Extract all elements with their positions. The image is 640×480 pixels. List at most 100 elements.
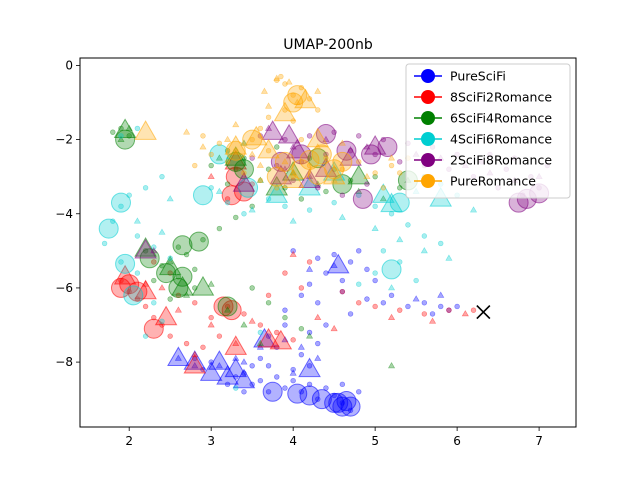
- data-point: [380, 300, 387, 306]
- data-point: [274, 374, 280, 380]
- legend-label: 6SciFi4Romance: [450, 111, 552, 126]
- legend-item: 2SciFi8Romance: [414, 153, 552, 168]
- data-point: [224, 196, 231, 202]
- data-point-large: [167, 346, 190, 367]
- data-point: [134, 270, 141, 276]
- data-point: [282, 307, 288, 313]
- data-point: [323, 155, 329, 161]
- data-point: [257, 355, 264, 362]
- data-point: [167, 296, 173, 302]
- data-point: [183, 340, 190, 347]
- data-point-large: [143, 318, 164, 339]
- data-point-large: [322, 164, 346, 185]
- data-point: [151, 277, 157, 284]
- data-point: [278, 73, 284, 80]
- data-point: [364, 181, 370, 187]
- x-axis: 2 3 4 5 6 7: [125, 427, 543, 448]
- data-point: [273, 74, 281, 81]
- legend-marker: [421, 174, 435, 188]
- data-point: [249, 285, 255, 291]
- data-point: [364, 296, 370, 302]
- data-point-large: [242, 129, 263, 150]
- data-point: [183, 128, 191, 135]
- data-point-large: [273, 101, 297, 122]
- data-point: [142, 185, 149, 191]
- data-point: [257, 177, 264, 184]
- data-point: [437, 291, 445, 298]
- data-point-large: [199, 361, 223, 381]
- data-point: [133, 217, 141, 224]
- data-point: [232, 339, 240, 346]
- data-point-large: [363, 135, 387, 155]
- data-point: [167, 255, 173, 261]
- legend-marker: [421, 111, 435, 125]
- data-point-large: [134, 120, 157, 140]
- data-point: [421, 300, 428, 306]
- data-point: [207, 280, 215, 287]
- chart-title: UMAP-200nb: [283, 37, 373, 53]
- data-point: [265, 148, 272, 154]
- data-point: [191, 362, 199, 369]
- data-point: [380, 248, 387, 254]
- data-point: [297, 343, 305, 350]
- data-point: [338, 213, 346, 220]
- data-point: [282, 314, 288, 321]
- data-point: [413, 277, 419, 284]
- data-point: [224, 199, 231, 206]
- data-point: [331, 251, 337, 258]
- data-point-large: [340, 396, 361, 417]
- data-point: [323, 188, 329, 195]
- data-point: [216, 225, 223, 232]
- data-point: [158, 228, 166, 235]
- data-point-large: [336, 140, 357, 161]
- data-point: [224, 135, 232, 142]
- data-point: [330, 324, 338, 332]
- data-point: [281, 158, 289, 165]
- data-point-large: [377, 137, 398, 158]
- data-point-large: [154, 305, 178, 326]
- data-point: [356, 133, 362, 139]
- data-point: [249, 203, 255, 210]
- data-point-large: [208, 350, 231, 370]
- data-point-large: [328, 392, 349, 413]
- data-point: [315, 107, 321, 113]
- data-point: [315, 340, 321, 347]
- data-point-large: [283, 92, 304, 113]
- data-point: [438, 303, 444, 310]
- data-point: [241, 211, 247, 217]
- data-point-large: [158, 255, 182, 276]
- data-point: [274, 329, 280, 336]
- data-point-large: [257, 138, 280, 159]
- data-point-large: [192, 185, 213, 206]
- data-point: [110, 129, 116, 135]
- data-point: [290, 337, 296, 343]
- data-point: [265, 363, 272, 369]
- y-tick-label: −8: [55, 355, 73, 369]
- legend-box: [405, 63, 571, 199]
- legend-label: PureRomance: [450, 174, 536, 189]
- data-point: [421, 233, 428, 239]
- series-1: [110, 149, 477, 374]
- data-point: [158, 284, 166, 291]
- data-point-large: [277, 123, 301, 144]
- data-point: [101, 240, 108, 247]
- data-point-large: [270, 151, 291, 172]
- data-point: [298, 136, 305, 143]
- x-tick-label: 3: [207, 434, 215, 448]
- data-point: [372, 277, 378, 284]
- data-point: [356, 248, 362, 254]
- data-point: [306, 281, 313, 287]
- data-point: [445, 254, 453, 261]
- data-point: [330, 176, 338, 183]
- data-point: [257, 322, 264, 328]
- data-point-large: [123, 285, 144, 306]
- data-point: [241, 389, 247, 395]
- data-point: [372, 270, 378, 276]
- data-point: [233, 148, 239, 154]
- data-point-large: [287, 383, 308, 404]
- data-point: [339, 381, 346, 388]
- data-point: [446, 307, 452, 313]
- x-tick-label: 2: [125, 434, 133, 448]
- data-point-large: [324, 392, 345, 413]
- data-point-large: [134, 236, 157, 257]
